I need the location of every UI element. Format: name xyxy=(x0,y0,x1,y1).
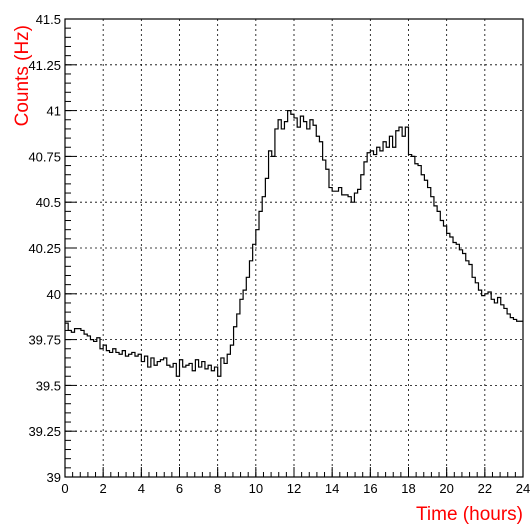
x-tick-label: 18 xyxy=(401,481,415,496)
x-tick-label: 10 xyxy=(249,481,263,496)
y-tick-label: 40.25 xyxy=(28,241,61,256)
x-axis-title: Time (hours) xyxy=(416,504,523,525)
x-tick-label: 2 xyxy=(100,481,107,496)
y-tick-label: 41.25 xyxy=(28,58,61,73)
x-tick-labels: 0 2 4 6 8 10 12 14 16 18 20 22 24 xyxy=(61,481,530,496)
y-axis-title: Counts (Hz) xyxy=(12,25,33,126)
axis-ticks xyxy=(64,18,524,478)
y-tick-labels: 39 39.25 39.5 39.75 40 40.25 40.5 40.75 41 41.25 4… xyxy=(28,12,61,485)
y-tick-label: 40.75 xyxy=(28,149,61,164)
x-tick-label: 0 xyxy=(61,481,68,496)
x-tick-label: 16 xyxy=(363,481,377,496)
y-tick-label: 41.5 xyxy=(36,12,61,27)
x-tick-label: 22 xyxy=(478,481,492,496)
y-tick-label: 39.25 xyxy=(28,424,61,439)
x-tick-label: 8 xyxy=(214,481,221,496)
y-tick-label: 39.5 xyxy=(36,378,61,393)
y-tick-label: 40 xyxy=(47,287,61,302)
y-tick-label: 40.5 xyxy=(36,195,61,210)
x-tick-label: 6 xyxy=(176,481,183,496)
x-tick-label: 4 xyxy=(138,481,145,496)
x-tick-label: 24 xyxy=(516,481,530,496)
y-tick-label: 41 xyxy=(47,104,61,119)
y-tick-label: 39.75 xyxy=(28,333,61,348)
grid-lines xyxy=(64,18,524,478)
x-tick-label: 14 xyxy=(325,481,339,496)
plot-frame xyxy=(64,18,524,478)
data-series-line xyxy=(65,110,523,377)
x-tick-label: 20 xyxy=(439,481,453,496)
y-tick-label: 39 xyxy=(47,470,61,485)
x-tick-label: 12 xyxy=(287,481,301,496)
